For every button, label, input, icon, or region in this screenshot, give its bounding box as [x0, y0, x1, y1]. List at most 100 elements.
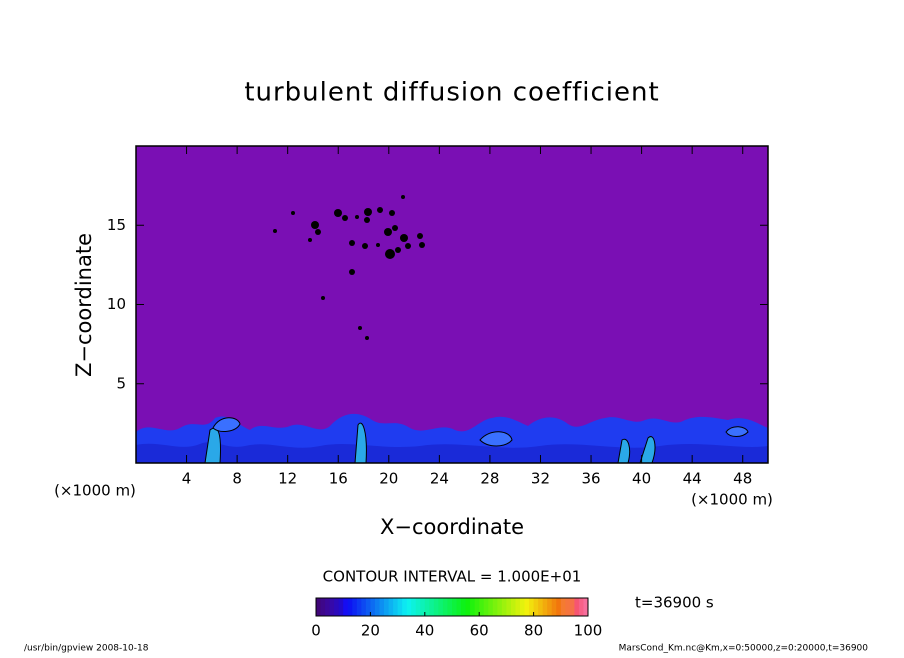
colorbar-cell: [397, 598, 403, 616]
y-tick-label: 15: [107, 216, 126, 234]
chart-title: turbulent diffusion coefficient: [244, 78, 659, 108]
colorbar-cell: [388, 598, 394, 616]
colorbar-cell: [325, 598, 331, 616]
colorbar-cell: [338, 598, 344, 616]
colorbar-tick-label: 80: [524, 622, 543, 640]
colorbar-cell: [465, 598, 471, 616]
colorbar-cell: [402, 598, 408, 616]
colorbar-cell: [424, 598, 430, 616]
colorbar-cell: [370, 598, 376, 616]
colorbar-cell: [569, 598, 575, 616]
field-region: [212, 417, 241, 432]
field: [136, 195, 768, 463]
colorbar-cell: [492, 598, 498, 616]
colorbar-cell: [365, 598, 371, 616]
colorbar-cell: [379, 598, 385, 616]
colorbar-cell: [361, 598, 367, 616]
x-unit-label: (×1000 m): [691, 491, 773, 509]
colorbar-cell: [578, 598, 584, 616]
x-tick-label: 44: [683, 470, 702, 488]
colorbar-cell: [356, 598, 362, 616]
colorbar-cell: [479, 598, 485, 616]
colorbar-cell: [538, 598, 544, 616]
x-tick-label: 40: [632, 470, 651, 488]
colorbar-cell: [470, 598, 476, 616]
colorbar-cell: [452, 598, 458, 616]
y-tick-label: 5: [116, 374, 126, 392]
colorbar-cell: [510, 598, 516, 616]
x-tick-label: 16: [329, 470, 348, 488]
x-tick-label: 36: [581, 470, 600, 488]
colorbar-cell: [483, 598, 489, 616]
colorbar-cell: [529, 598, 535, 616]
colorbar-cell: [433, 598, 439, 616]
x-tick-label: 28: [480, 470, 499, 488]
colorbar-cell: [565, 598, 571, 616]
colorbar-cell: [438, 598, 444, 616]
colorbar-cell: [420, 598, 426, 616]
x-tick-label: 24: [430, 470, 449, 488]
colorbar-cell: [515, 598, 521, 616]
colorbar-cell: [415, 598, 421, 616]
colorbar-cell: [520, 598, 526, 616]
colorbar-cell: [347, 598, 353, 616]
colorbar-cell: [429, 598, 435, 616]
colorbar-cell: [533, 598, 539, 616]
colorbar-cell: [374, 598, 380, 616]
colorbar-cell: [474, 598, 480, 616]
colorbar-cell: [442, 598, 448, 616]
field-region: [725, 426, 749, 437]
colorbar-tick-label: 100: [574, 622, 603, 640]
x-tick-label: 4: [182, 470, 192, 488]
colorbar-cell: [320, 598, 326, 616]
colorbar-cell: [506, 598, 512, 616]
y-tick-label: 10: [107, 295, 126, 313]
y-axis-label: Z−coordinate: [72, 233, 96, 377]
colorbar-cell: [406, 598, 412, 616]
colorbar-cell: [461, 598, 467, 616]
colorbar-cell: [352, 598, 358, 616]
contour-interval: CONTOUR INTERVAL = 1.000E+01: [323, 568, 582, 586]
colorbar-cell: [488, 598, 494, 616]
contour-dots: [273, 195, 425, 340]
colorbar-cell: [343, 598, 349, 616]
colorbar-tick-label: 20: [361, 622, 380, 640]
x-tick-label: 12: [278, 470, 297, 488]
footer-left: /usr/bin/gpview 2008-10-18: [24, 644, 149, 654]
colorbar: 0 20 40 60 80 100: [311, 597, 603, 640]
colorbar-cell: [560, 598, 566, 616]
field-region: [136, 442, 768, 463]
x-tick-label: 20: [379, 470, 398, 488]
colorbar-tick-label: 0: [311, 622, 321, 640]
x-tick-label: 48: [733, 470, 752, 488]
colorbar-cell: [501, 598, 507, 616]
colorbar-cell: [384, 598, 390, 616]
colorbar-cell: [583, 598, 589, 616]
colorbar-cell: [329, 598, 335, 616]
colorbar-cell: [411, 598, 417, 616]
time-label: t=36900 s: [635, 594, 714, 612]
colorbar-cell: [334, 598, 340, 616]
colorbar-cell: [456, 598, 462, 616]
y-unit-label: (×1000 m): [54, 482, 136, 500]
x-axis-label: X−coordinate: [380, 515, 524, 539]
x-tick-label: 32: [531, 470, 550, 488]
colorbar-cell: [393, 598, 399, 616]
field-region: [479, 431, 513, 447]
colorbar-cell: [447, 598, 453, 616]
colorbar-cell: [551, 598, 557, 616]
colorbar-tick-label: 40: [415, 622, 434, 640]
colorbar-cell: [542, 598, 548, 616]
plot-background: [136, 146, 768, 463]
colorbar-frame: [315, 597, 589, 617]
colorbar-cell: [574, 598, 580, 616]
colorbar-cell: [316, 598, 322, 616]
colorbar-cell: [497, 598, 503, 616]
colorbar-cell: [547, 598, 553, 616]
colorbar-cell: [556, 598, 562, 616]
colorbar-tick-label: 60: [470, 622, 489, 640]
footer-right: MarsCond_Km.nc@Km,x=0:50000,z=0:20000,t=…: [619, 644, 869, 654]
x-tick-label: 8: [232, 470, 242, 488]
colorbar-cell: [524, 598, 530, 616]
